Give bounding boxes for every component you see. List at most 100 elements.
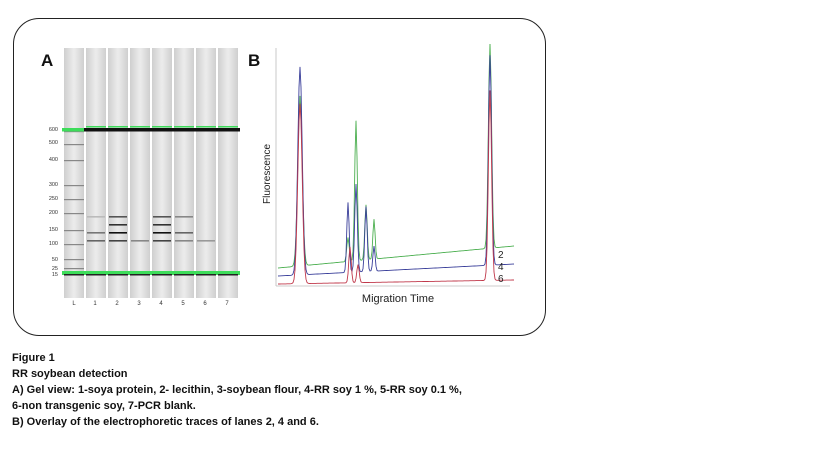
size-label-50: 50 [51, 257, 58, 263]
ladder-band [64, 244, 84, 246]
sample-band [87, 240, 105, 242]
panel-a-label: A [41, 51, 54, 70]
marker-band-lower [62, 271, 86, 275]
sample-band [175, 216, 193, 218]
trace-lane-4 [277, 55, 515, 277]
y-axis-label: Fluorescence [262, 144, 273, 204]
marker-band-lower-core [108, 274, 128, 276]
x-axis-label: Migration Time [362, 293, 434, 305]
panel-b-label: B [248, 51, 261, 70]
marker-band-lower [84, 271, 108, 275]
sample-band [109, 224, 127, 226]
gel-lane-5 [174, 48, 194, 298]
marker-band-upper [128, 128, 152, 132]
marker-band-lower-core [64, 274, 84, 276]
sample-band [153, 232, 171, 234]
size-label-25: 25 [51, 266, 58, 272]
caption-title: RR soybean detection [12, 368, 128, 380]
size-label-400: 400 [48, 157, 58, 163]
trace-label-4: 4 [498, 262, 504, 273]
marker-band-upper-edge [86, 126, 106, 128]
marker-band-upper-edge [174, 126, 194, 128]
marker-band-lower-core [86, 274, 106, 276]
electropherogram-chart: Fluorescence Migration Time 2 4 6 [262, 44, 515, 305]
marker-band-lower [194, 271, 218, 275]
ladder-band [64, 185, 84, 187]
lane-label-2: 2 [115, 301, 119, 307]
marker-band-upper [194, 128, 218, 132]
size-label-600: 600 [48, 127, 58, 133]
lane-label-3: 3 [137, 301, 141, 307]
lane-label-5: 5 [181, 301, 185, 307]
marker-band-lower [172, 271, 196, 275]
caption-figure-number: Figure 1 [12, 352, 55, 364]
marker-band-lower [150, 271, 174, 275]
marker-band-upper [106, 128, 130, 132]
marker-band-upper [172, 128, 196, 132]
size-label-100: 100 [48, 241, 58, 247]
gel-lane-3 [130, 48, 150, 298]
ladder-band [64, 144, 84, 146]
sample-band [197, 240, 215, 242]
gel-lane-4 [152, 48, 172, 298]
ladder-band [64, 213, 84, 215]
gel-lane-7 [218, 48, 238, 298]
lane-label-1: 1 [93, 301, 97, 307]
marker-band-lower-core [218, 274, 238, 276]
marker-band-upper [150, 128, 174, 132]
lane-label-4: 4 [159, 301, 163, 307]
gel-lane-1 [86, 48, 106, 298]
sample-band [109, 232, 127, 234]
marker-band-lower-core [174, 274, 194, 276]
size-label-300: 300 [48, 182, 58, 188]
sample-band [153, 240, 171, 242]
trace-label-6: 6 [498, 274, 504, 285]
ladder-band [64, 131, 84, 133]
trace-lane-6 [278, 90, 514, 285]
sample-band [131, 240, 149, 242]
marker-band-upper [216, 128, 240, 132]
size-label-500: 500 [48, 140, 58, 146]
marker-band-upper-edge [130, 126, 150, 128]
sample-band [87, 216, 105, 218]
ladder-band [64, 268, 84, 270]
ladder-band [64, 160, 84, 162]
marker-band-lower-core [130, 274, 150, 276]
lane-label-6: 6 [203, 301, 207, 307]
gel-lane-0 [64, 48, 84, 298]
sample-band [153, 224, 171, 226]
marker-band-upper [62, 128, 86, 132]
ladder-band [64, 230, 84, 232]
size-label-15: 15 [51, 272, 58, 278]
marker-band-upper-edge [108, 126, 128, 128]
marker-band-upper [84, 128, 108, 132]
sample-band [109, 216, 127, 218]
marker-band-lower-core [152, 274, 172, 276]
caption-line-a1: A) Gel view: 1-soya protein, 2- lecithin… [12, 384, 462, 396]
lane-label-L: L [72, 301, 76, 307]
sample-band [87, 232, 105, 234]
marker-band-upper-edge [196, 126, 216, 128]
marker-band-lower-core [196, 274, 216, 276]
ladder-band [64, 259, 84, 261]
marker-band-upper-edge [152, 126, 172, 128]
caption-line-a2: 6-non transgenic soy, 7-PCR blank. [12, 400, 196, 412]
marker-band-lower [106, 271, 130, 275]
marker-band-lower [128, 271, 152, 275]
size-label-200: 200 [48, 210, 58, 216]
size-label-250: 250 [48, 196, 58, 202]
trace-label-2: 2 [498, 250, 504, 261]
lane-label-7: 7 [225, 301, 229, 307]
marker-band-upper-edge [218, 126, 238, 128]
sample-band [153, 216, 171, 218]
sample-band [175, 232, 193, 234]
gel-lane-2 [108, 48, 128, 298]
marker-band-lower [216, 271, 240, 275]
sample-band [109, 240, 127, 242]
trace-lane-2 [277, 44, 515, 269]
sample-band [175, 240, 193, 242]
caption-line-b: B) Overlay of the electrophoretic traces… [12, 416, 319, 428]
gel-lane-6 [196, 48, 216, 298]
ladder-band [64, 199, 84, 201]
